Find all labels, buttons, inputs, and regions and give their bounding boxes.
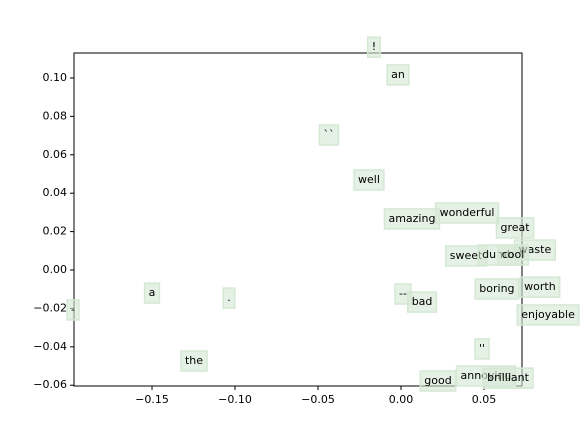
label-box xyxy=(143,282,161,304)
x-tick-label: 0.05 xyxy=(472,393,497,406)
label-box xyxy=(180,350,208,372)
y-tick-label: −0.06 xyxy=(33,378,67,391)
point-label: -- xyxy=(399,287,407,300)
point-label: bad xyxy=(412,295,433,308)
label-box xyxy=(519,276,561,298)
point-label: good xyxy=(424,374,451,387)
x-tick-label: −0.10 xyxy=(218,393,252,406)
point-label: '' xyxy=(479,342,485,355)
x-tick-label: 0.00 xyxy=(389,393,414,406)
point-label: sweet xyxy=(450,249,483,262)
point-label: . xyxy=(227,291,231,304)
label-box xyxy=(482,367,534,389)
label-box xyxy=(66,299,80,321)
point-label: an xyxy=(391,68,405,81)
label-box xyxy=(474,278,520,300)
label-box xyxy=(495,217,535,239)
point-label: wonderful xyxy=(440,206,495,219)
x-tick-label: −0.15 xyxy=(135,393,169,406)
y-tick-label: −0.02 xyxy=(33,301,67,314)
point-label: boring xyxy=(479,282,514,295)
point-label: well xyxy=(358,173,380,186)
point-label: ! xyxy=(372,40,376,53)
point-label: the xyxy=(185,354,203,367)
point-label: worth xyxy=(524,280,556,293)
y-tick-label: 0.06 xyxy=(43,148,68,161)
y-tick-label: 0.08 xyxy=(43,109,68,122)
label-box xyxy=(516,304,580,326)
label-box xyxy=(419,370,457,392)
label-box xyxy=(434,202,500,224)
label-box xyxy=(496,244,530,266)
x-tick-label: −0.05 xyxy=(301,393,335,406)
point-label: great xyxy=(500,221,530,234)
point-label: amazing xyxy=(388,212,435,225)
label-box xyxy=(406,291,438,313)
y-tick-label: 0.00 xyxy=(43,263,68,276)
y-tick-label: 0.10 xyxy=(43,71,68,84)
point-label: `` xyxy=(323,128,334,141)
y-tick-label: 0.02 xyxy=(43,225,68,238)
y-tick-label: 0.04 xyxy=(43,186,68,199)
point-label: enjoyable xyxy=(521,308,575,321)
point-label: - xyxy=(71,303,75,316)
label-box xyxy=(353,169,385,191)
point-label: cool xyxy=(502,248,525,261)
point-label: a xyxy=(149,286,156,299)
label-box xyxy=(386,64,410,86)
label-box xyxy=(474,338,490,360)
label-box xyxy=(366,36,381,58)
y-tick-label: −0.04 xyxy=(33,340,67,353)
point-label: brilliant xyxy=(487,371,529,384)
label-box xyxy=(222,287,236,309)
label-box xyxy=(318,124,340,146)
